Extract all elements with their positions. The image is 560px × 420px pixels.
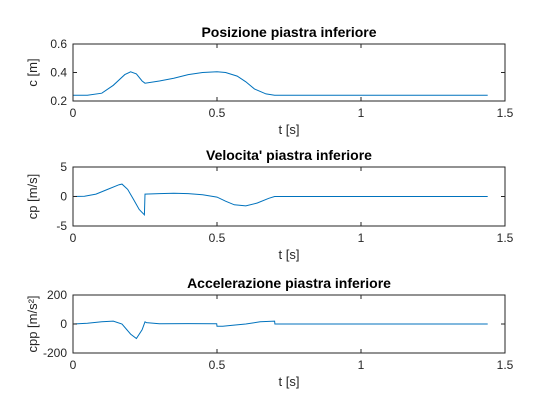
- y-tick-label: 0.2: [50, 94, 67, 108]
- series-line: [72, 320, 488, 340]
- x-axis-label: t [s]: [279, 247, 300, 262]
- y-axis-label: cpp [m/s²]: [25, 295, 40, 352]
- y-axis-label: c [m]: [25, 58, 40, 86]
- x-axis-label: t [s]: [279, 374, 300, 389]
- y-tick-label: 0: [60, 317, 67, 331]
- y-tick-label: 0: [60, 190, 67, 204]
- x-tick-label: 1: [358, 106, 365, 120]
- series-line: [72, 183, 488, 216]
- y-tick-label: 0.4: [50, 66, 67, 80]
- chart-title: Posizione piastra inferiore: [201, 24, 376, 40]
- y-tick-label: 5: [60, 160, 67, 174]
- y-tick-label: -200: [43, 346, 67, 360]
- x-tick-label: 0: [70, 231, 77, 245]
- x-tick-label: 0: [70, 358, 77, 372]
- x-tick-label: 0.5: [209, 358, 226, 372]
- subplot-position: 0 0.5 1 1.5 0.2 0.4 0.6 Posizione piastra infer…: [25, 24, 514, 137]
- x-tick-label: 0: [70, 106, 77, 120]
- x-axis-label: t [s]: [279, 122, 300, 137]
- x-tick-label: 0.5: [209, 106, 226, 120]
- y-tick-label: -5: [56, 219, 67, 233]
- x-tick-label: 1.5: [497, 231, 514, 245]
- y-tick-label: 200: [47, 288, 67, 302]
- y-tick-label: 0.6: [50, 37, 67, 51]
- x-tick-label: 1.5: [497, 358, 514, 372]
- x-tick-label: 1: [358, 358, 365, 372]
- x-tick-label: 0.5: [209, 231, 226, 245]
- x-tick-label: 1.5: [497, 106, 514, 120]
- y-axis-label: cp [m/s]: [25, 174, 40, 220]
- series-line: [73, 71, 488, 96]
- chart-title: Accelerazione piastra inferiore: [187, 275, 391, 291]
- axes-box: [72, 43, 506, 102]
- chart-title: Velocita' piastra inferiore: [206, 147, 372, 163]
- x-tick-label: 1: [358, 231, 365, 245]
